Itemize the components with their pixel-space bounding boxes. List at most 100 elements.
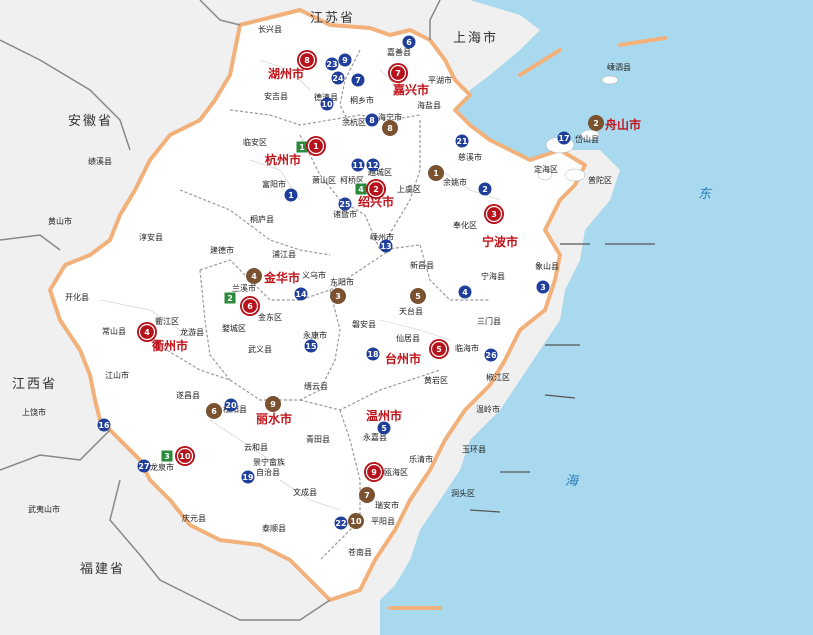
county-label: 诸暨市 — [333, 209, 357, 219]
blue-marker-disc — [365, 113, 379, 127]
red-marker-3: 3 — [484, 204, 504, 224]
blue-marker-disc — [366, 347, 380, 361]
city-label-wenzhou: 温州市 — [366, 408, 402, 423]
brown-marker-4: 4 — [246, 268, 262, 284]
brown-marker-disc — [428, 165, 444, 181]
red-marker-4: 4 — [137, 322, 157, 342]
county-label: 嵊州市 — [370, 232, 394, 242]
red-marker-ring — [389, 64, 407, 82]
blue-marker-number: 11 — [352, 161, 364, 170]
county-label: 兰溪市 — [232, 283, 256, 293]
brown-marker-number: 8 — [387, 124, 393, 133]
blue-marker-10: 10 — [320, 97, 334, 111]
blue-marker-disc — [224, 398, 238, 412]
blue-marker-number: 1 — [288, 191, 294, 200]
blue-marker-disc — [284, 188, 298, 202]
county-label: 浦江县 — [272, 249, 296, 259]
green-marker-square — [223, 291, 237, 305]
county-label: 景宁畲族 — [253, 457, 285, 467]
county-label: 乐清市 — [409, 454, 433, 464]
blue-marker-12: 12 — [366, 158, 380, 172]
county-label: 象山县 — [535, 261, 559, 271]
county-label: 缙云县 — [304, 381, 328, 391]
county-label: 德清县 — [314, 92, 338, 102]
blue-marker-disc — [351, 73, 365, 87]
province-label-jiangxi: 江西省 — [12, 377, 57, 392]
brown-marker-number: 9 — [270, 400, 276, 409]
county-label: 磐安县 — [352, 319, 376, 329]
brown-marker-disc — [588, 115, 604, 131]
county-label: 苍南县 — [348, 547, 372, 557]
brown-marker-disc — [359, 487, 375, 503]
blue-marker-19: 19 — [241, 470, 255, 484]
city-label-ningbo: 宁波市 — [482, 234, 518, 249]
blue-marker-number: 24 — [332, 74, 344, 83]
county-label: 温岭市 — [476, 404, 500, 414]
county-label: 椒江区 — [486, 372, 510, 382]
red-marker-number: 10 — [179, 452, 191, 461]
brown-marker-number: 1 — [433, 169, 439, 178]
blue-marker-4: 4 — [458, 285, 472, 299]
county-label: 余杭区 — [342, 117, 366, 127]
blue-marker-disc — [377, 421, 391, 435]
province-borders — [0, 0, 441, 621]
county-label: 长兴县 — [258, 24, 282, 34]
red-marker-ring — [298, 51, 316, 69]
county-label: 泰顺县 — [262, 523, 286, 533]
green-marker-number: 2 — [227, 294, 233, 303]
county-label: 余姚市 — [443, 177, 467, 187]
blue-marker-17: 17 — [557, 131, 571, 145]
county-label: 普陀区 — [588, 175, 612, 185]
red-marker-ring — [485, 205, 503, 223]
blue-marker-disc — [455, 134, 469, 148]
city-label-taizhou: 台州市 — [385, 351, 421, 366]
county-label: 衢江区 — [155, 316, 179, 326]
county-borders — [99, 59, 501, 511]
red-marker-number: 6 — [247, 302, 253, 311]
county-label: 岱山县 — [575, 134, 599, 144]
blue-marker-disc — [97, 418, 111, 432]
county-label: 建德市 — [210, 245, 234, 255]
county-label: 定海区 — [534, 164, 558, 174]
county-label: 淳安县 — [139, 232, 163, 242]
blue-marker-number: 3 — [540, 283, 546, 292]
blue-marker-disc — [536, 280, 550, 294]
red-marker-5: 5 — [429, 339, 449, 359]
blue-marker-20: 20 — [224, 398, 238, 412]
sea-dashes — [469, 243, 655, 513]
county-label: 洞头区 — [451, 488, 475, 498]
red-marker-number: 8 — [304, 56, 310, 65]
blue-marker-disc — [351, 158, 365, 172]
county-label: 上饶市 — [22, 407, 46, 417]
province-label-anhui: 安徽省 — [68, 114, 113, 129]
county-label: 柯桥区 — [340, 175, 364, 185]
red-marker-number: 3 — [491, 210, 497, 219]
blue-marker-disc — [484, 348, 498, 362]
brown-marker-disc — [410, 288, 426, 304]
blue-marker-disc — [557, 131, 571, 145]
blue-marker-24: 24 — [331, 71, 345, 85]
city-label-huzhou: 湖州市 — [268, 66, 304, 81]
county-label: 仙居县 — [396, 333, 420, 343]
brown-marker-disc — [265, 396, 281, 412]
county-label: 平阳县 — [371, 517, 395, 526]
county-label: 天台县 — [399, 306, 423, 316]
zhoushan-islands — [537, 75, 619, 182]
blue-marker-disc — [334, 516, 348, 530]
brown-marker-disc — [206, 403, 222, 419]
county-label: 临海市 — [455, 343, 479, 353]
brown-marker-1: 1 — [428, 165, 444, 181]
red-marker-number: 2 — [373, 185, 379, 194]
blue-marker-disc — [241, 470, 255, 484]
blue-marker-25: 25 — [338, 197, 352, 211]
county-label: 东阳市 — [330, 277, 354, 287]
blue-marker-disc — [325, 57, 339, 71]
county-label: 金东区 — [258, 312, 282, 322]
red-marker-number: 5 — [436, 345, 442, 354]
brown-marker-disc — [330, 288, 346, 304]
blue-marker-3: 3 — [536, 280, 550, 294]
brown-marker-10: 10 — [348, 513, 364, 529]
red-marker-ring — [367, 180, 385, 198]
city-label-lishui: 丽水市 — [256, 411, 292, 426]
blue-marker-18: 18 — [366, 347, 380, 361]
